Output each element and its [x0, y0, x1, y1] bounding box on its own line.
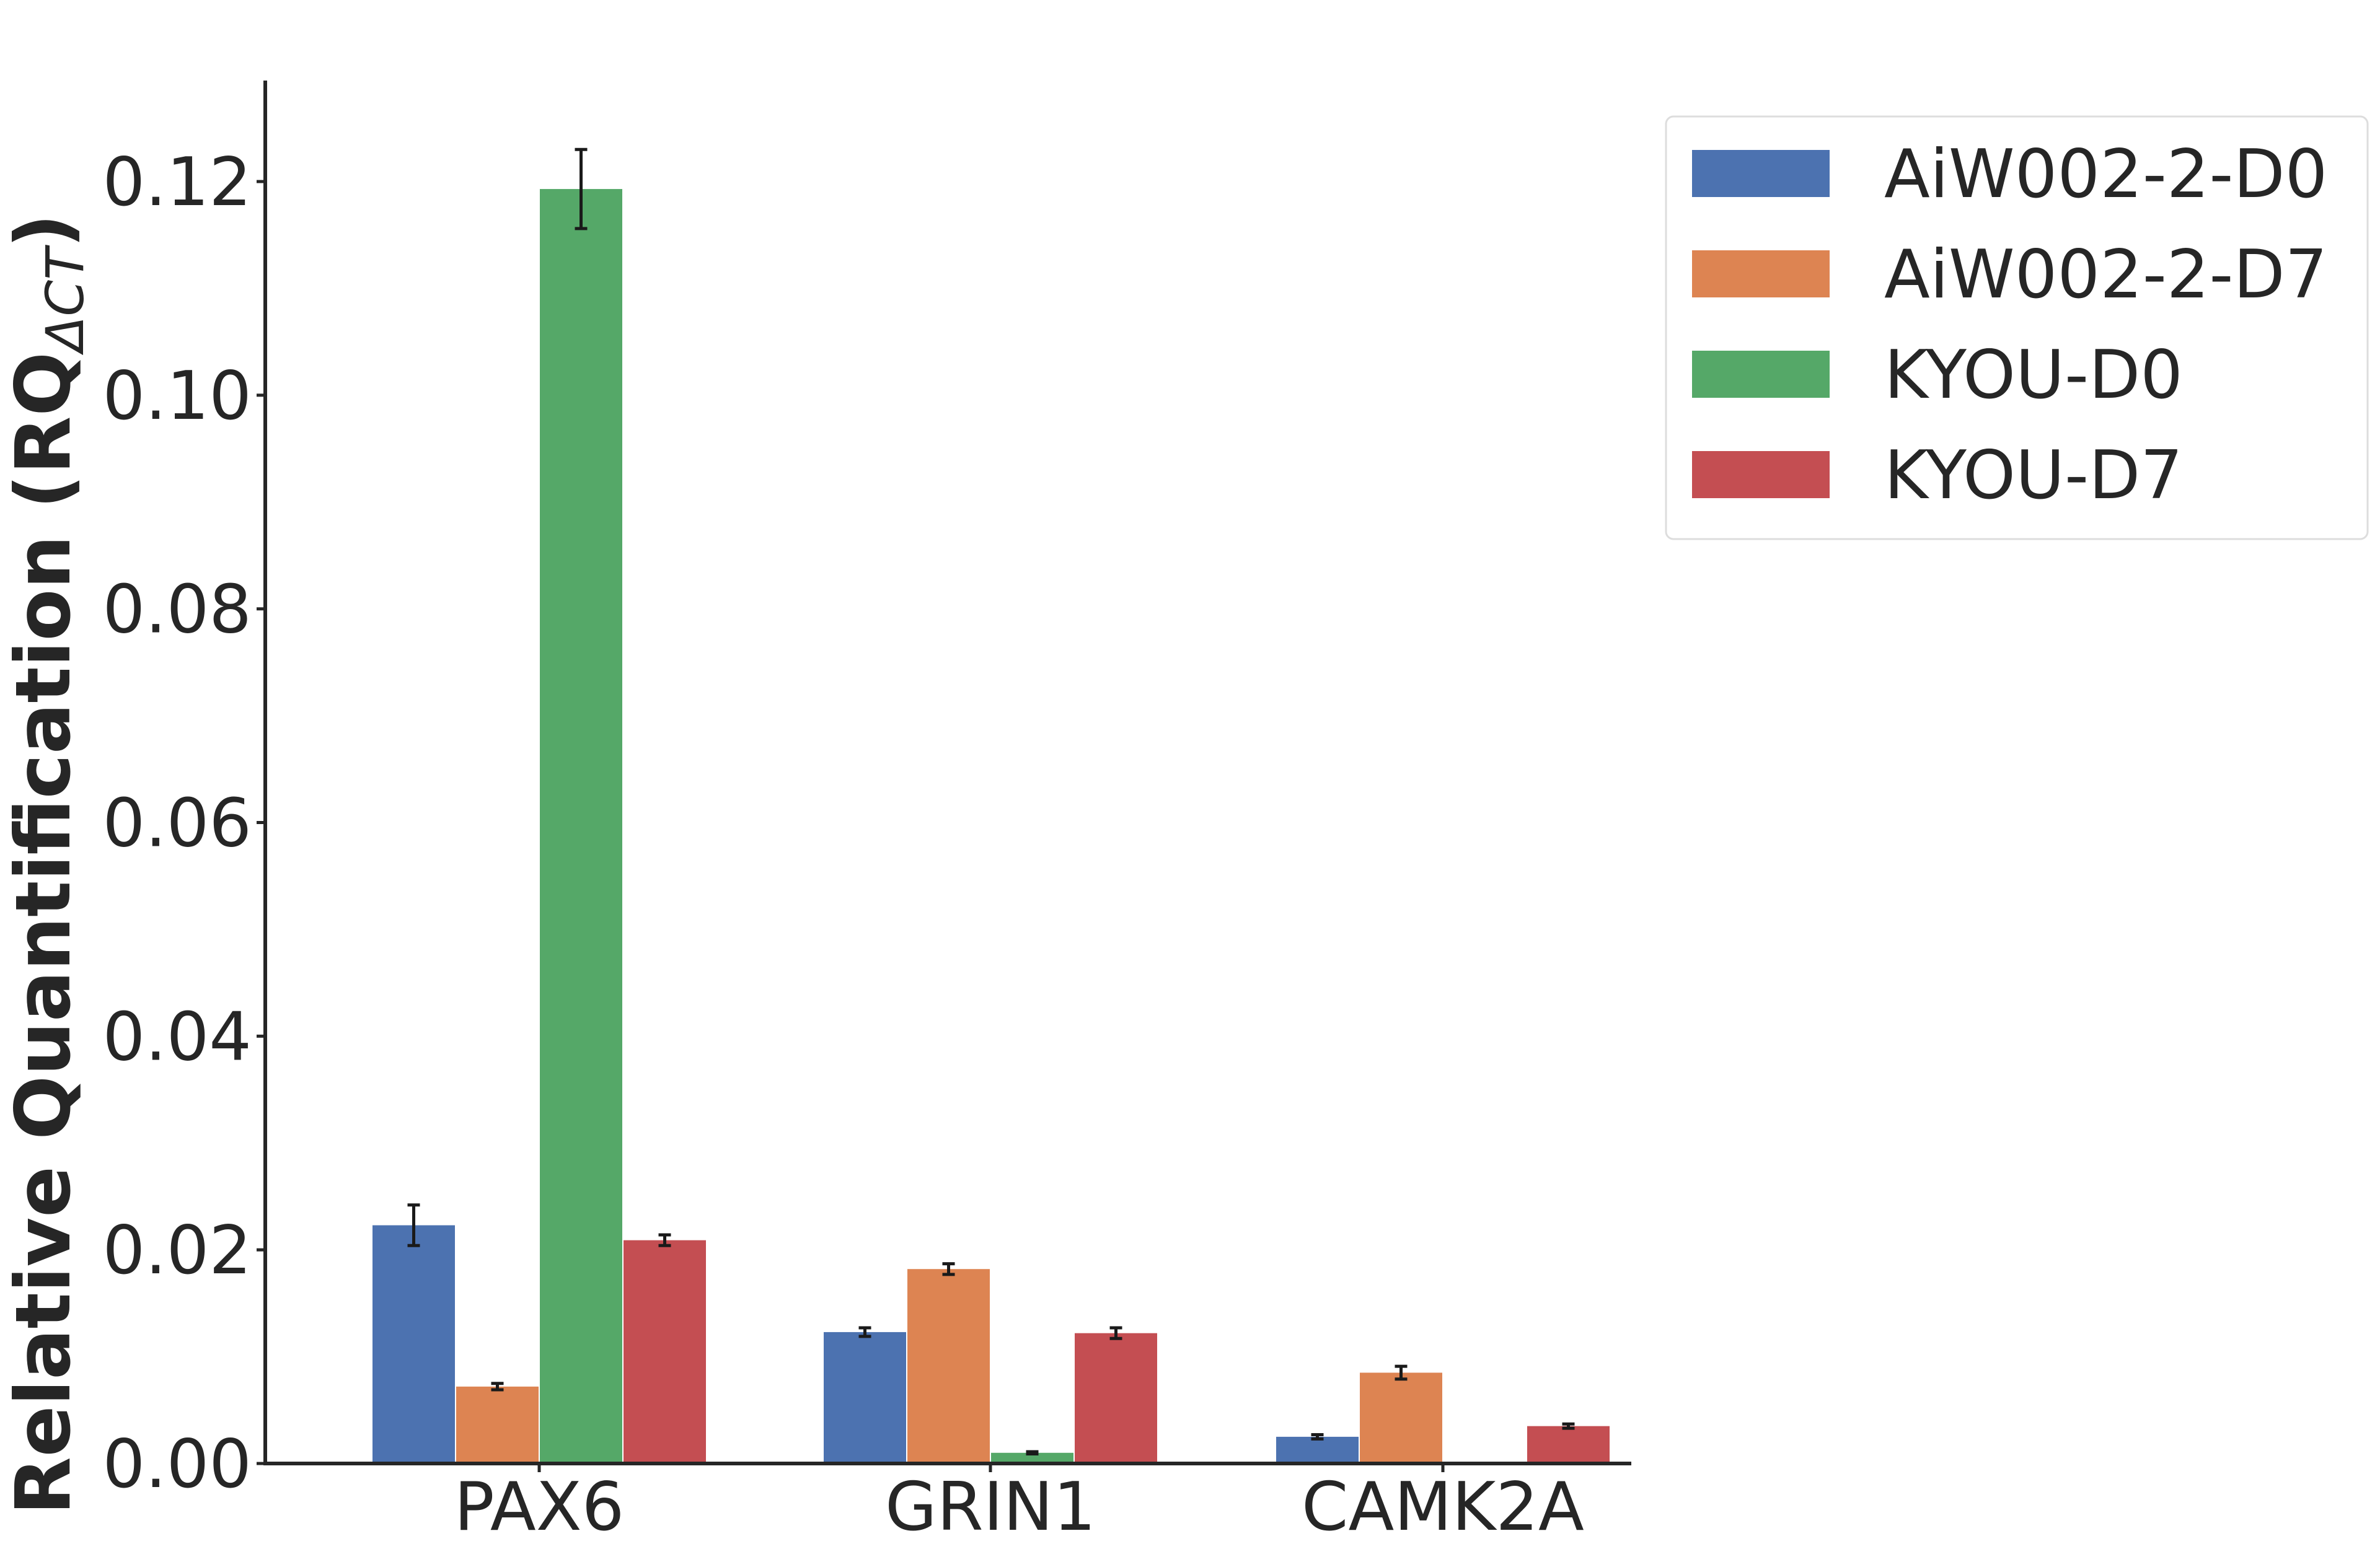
bar-aiw002-2-d0-pax6 — [372, 1225, 455, 1463]
x-tick-label: PAX6 — [454, 1468, 625, 1546]
bar-aiw002-2-d0-grin1 — [824, 1332, 906, 1463]
legend-label: KYOU-D7 — [1884, 437, 2183, 514]
x-tick-label: CAMK2A — [1302, 1468, 1584, 1546]
bar-aiw002-2-d7-pax6 — [456, 1386, 539, 1463]
y-tick-label: 0.06 — [103, 785, 252, 862]
bars-group — [372, 189, 1610, 1464]
legend-swatch-aiw002-2-d0 — [1692, 150, 1830, 197]
bar-kyou-d0-grin1 — [991, 1452, 1073, 1463]
error-bars-group — [407, 147, 1575, 1465]
legend-label: AiW002-2-D0 — [1884, 136, 2327, 213]
bar-kyou-d7-grin1 — [1075, 1333, 1157, 1463]
bar-kyou-d7-pax6 — [624, 1240, 706, 1463]
bar-kyou-d0-pax6 — [540, 189, 622, 1464]
legend-swatch-aiw002-2-d7 — [1692, 250, 1830, 297]
bar-kyou-d7-camk2a — [1527, 1426, 1610, 1463]
axes-group — [263, 81, 1631, 1465]
x-tick-label: GRIN1 — [885, 1468, 1096, 1546]
bar-aiw002-2-d7-grin1 — [907, 1269, 990, 1463]
y-ticks-group: 0.00 0.02 0.04 0.06 0.08 0.10 0.12 — [103, 144, 265, 1503]
x-ticks-group: PAX6 GRIN1 CAMK2A — [454, 1463, 1584, 1546]
legend-label: KYOU-D0 — [1884, 336, 2183, 414]
y-tick-label: 0.12 — [103, 144, 252, 221]
y-tick-label: 0.04 — [103, 998, 252, 1076]
y-axis-label: Relative Quantification (RQΔCT) — [0, 214, 95, 1516]
bar-aiw002-2-d7-camk2a — [1360, 1372, 1442, 1463]
legend-swatch-kyou-d0 — [1692, 351, 1830, 398]
legend-label: AiW002-2-D7 — [1884, 236, 2327, 314]
y-tick-label: 0.00 — [103, 1426, 252, 1503]
y-tick-label: 0.02 — [103, 1212, 252, 1289]
bar-aiw002-2-d0-camk2a — [1276, 1436, 1359, 1463]
legend-frame — [1665, 115, 2369, 540]
y-tick-label: 0.10 — [103, 358, 252, 435]
legend: AiW002-2-D0 AiW002-2-D7 KYOU-D0 KYOU-D7 — [1665, 115, 2369, 540]
y-tick-label: 0.08 — [103, 571, 252, 649]
legend-swatch-kyou-d7 — [1692, 451, 1830, 498]
